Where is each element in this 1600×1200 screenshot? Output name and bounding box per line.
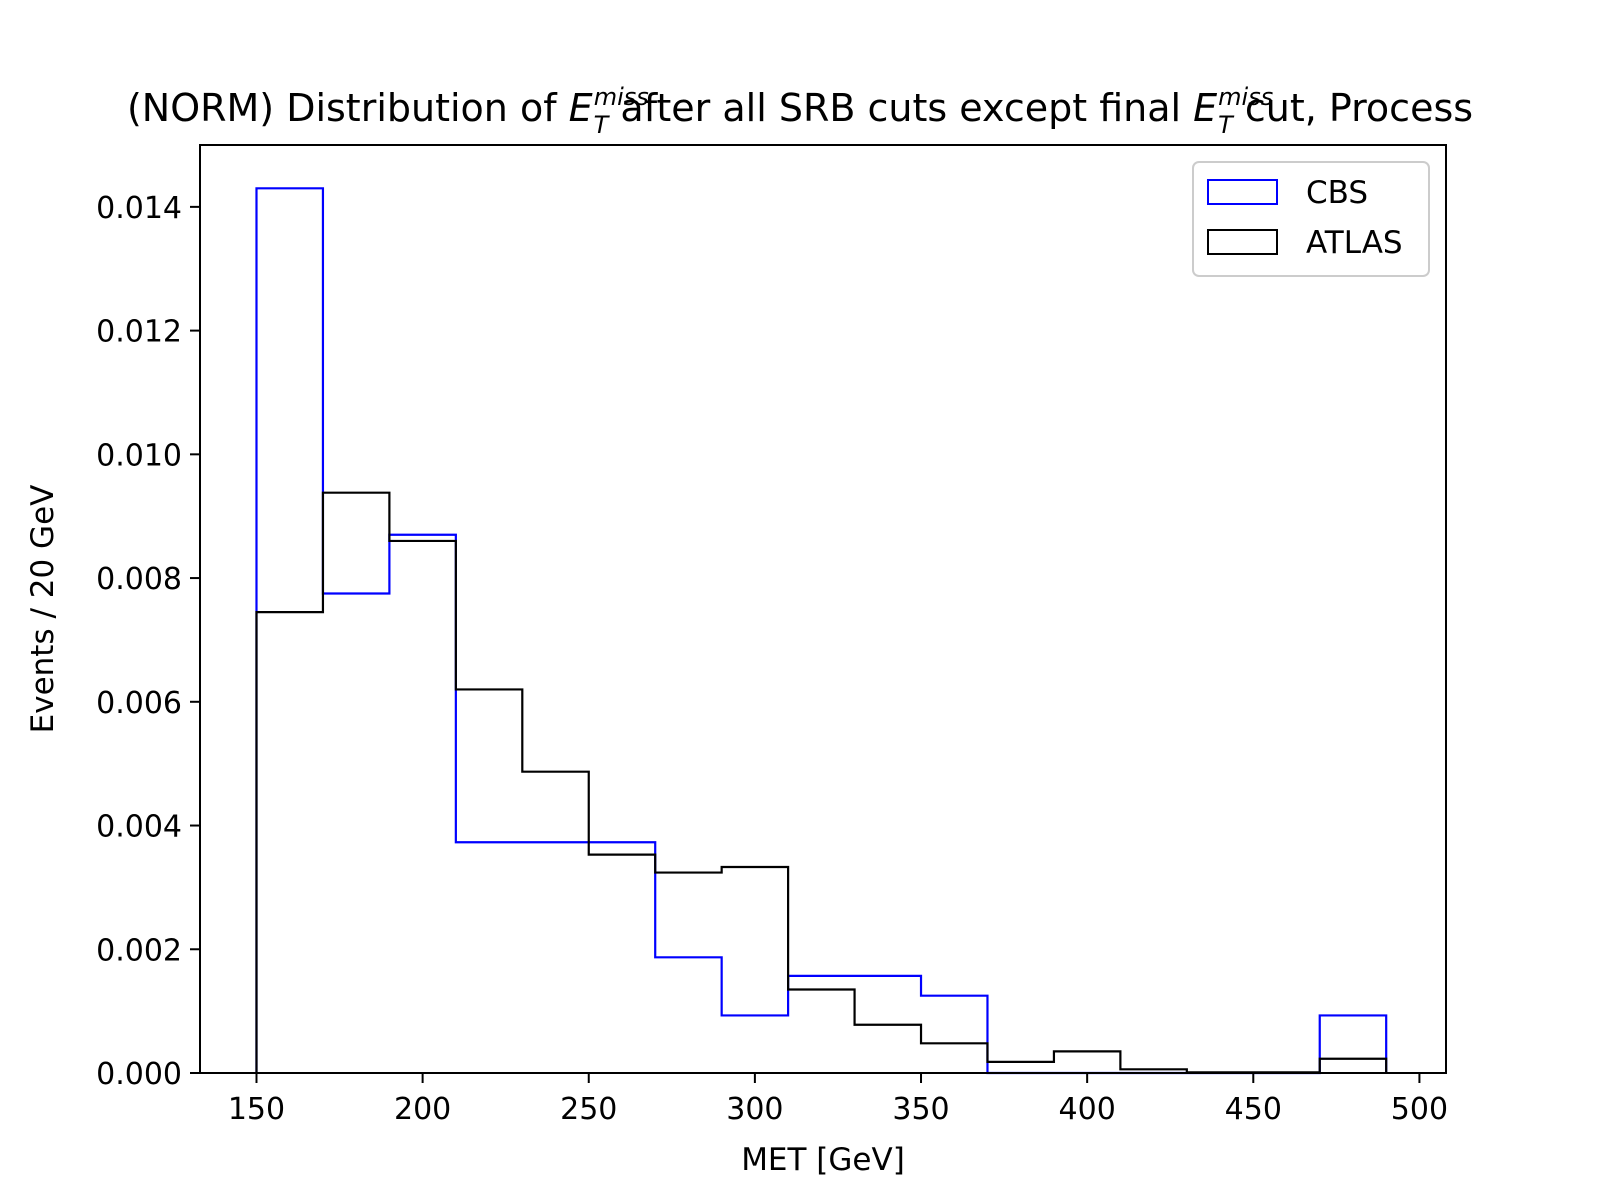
- legend-label-cbs: CBS: [1306, 175, 1368, 211]
- plot-frame: [199, 144, 1447, 1074]
- y-tick-label: 0.012: [96, 315, 182, 350]
- x-tick-label: 250: [560, 1092, 617, 1127]
- legend-swatch-atlas: [1207, 229, 1278, 255]
- x-tick-label: 400: [1059, 1092, 1116, 1127]
- x-tick-label: 350: [892, 1092, 949, 1127]
- y-tick-label: 0.010: [96, 438, 182, 473]
- y-tick-label: 0.004: [96, 810, 182, 845]
- series-layer: [255, 187, 1388, 1075]
- x-tick-label: 200: [394, 1092, 451, 1127]
- legend-box: [1192, 161, 1430, 277]
- legend-label-atlas: ATLAS: [1306, 225, 1403, 261]
- x-tick-label: 450: [1225, 1092, 1282, 1127]
- series-atlas-step: [255, 491, 1388, 1074]
- y-tick-label: 0.006: [96, 686, 182, 721]
- legend-swatch-cbs: [1207, 179, 1278, 205]
- y-tick-label: 0.002: [96, 933, 182, 968]
- x-tick-label: 300: [726, 1092, 783, 1127]
- y-tick-label: 0.008: [96, 562, 182, 597]
- ticks-layer: 150 200 250 300 350 400 450 500 0.000 0.002 0.004 0…: [96, 191, 1448, 1127]
- series-cbs-step: [255, 187, 1388, 1075]
- x-axis-label: MET [GeV]: [741, 1142, 905, 1178]
- y-tick-label: 0.014: [96, 191, 182, 226]
- x-tick-label: 150: [228, 1092, 285, 1127]
- x-tick-label: 500: [1391, 1092, 1448, 1127]
- y-axis-label: Events / 20 GeV: [25, 485, 61, 734]
- legend: CBS ATLAS: [1192, 161, 1430, 277]
- chart-title: (NORM) Distribution of Emiss T after all …: [127, 83, 1473, 139]
- y-tick-label: 0.000: [96, 1057, 182, 1092]
